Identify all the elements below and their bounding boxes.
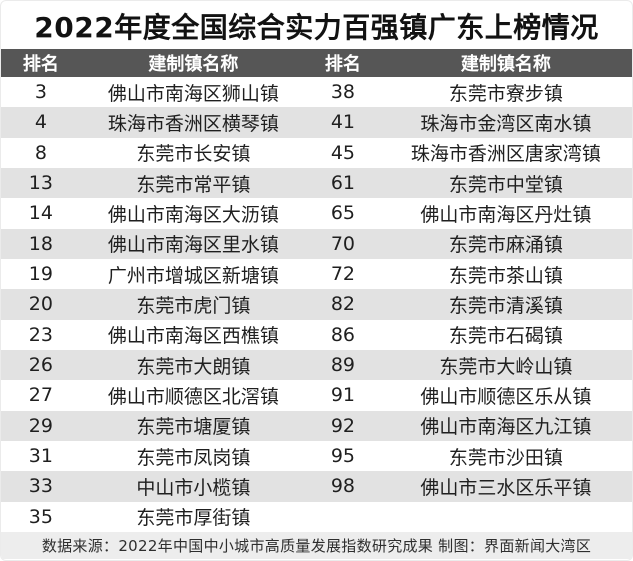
rank-cell-left: 26 bbox=[28, 354, 53, 377]
rank-cell-left: 29 bbox=[28, 414, 53, 437]
town-cell-right: 东莞市石碣镇 bbox=[448, 325, 563, 348]
town-cell-right: 佛山市顺德区乐从镇 bbox=[420, 385, 592, 408]
rank-cell-left: 19 bbox=[28, 263, 53, 286]
rank-cell-left: 33 bbox=[28, 475, 53, 498]
rank-cell-left: 18 bbox=[28, 232, 53, 255]
rank-cell-right: 38 bbox=[330, 81, 355, 104]
rank-cell-right: 82 bbox=[330, 293, 355, 316]
town-cell-left: 东莞市常平镇 bbox=[136, 173, 251, 196]
town-cell-right: 东莞市清溪镇 bbox=[448, 294, 563, 317]
town-cell-right: 东莞市中堂镇 bbox=[448, 173, 563, 196]
rank-cell-right: 70 bbox=[330, 232, 355, 255]
source-note: 数据来源：2022年中国中小城市高质量发展指数研究成果 制图：界面新闻大湾区 bbox=[1, 532, 632, 559]
rank-cell-right: 89 bbox=[330, 354, 355, 377]
table-row: 4 珠海市香洲区横琴镇 41 珠海市金湾区南水镇 bbox=[1, 107, 632, 138]
town-cell-left: 东莞市凤岗镇 bbox=[136, 446, 251, 469]
table-body: 3 佛山市南海区狮山镇 38 东莞市寮步镇 4 珠海市香洲区横琴镇 41 珠海市金湾区南水镇 8… bbox=[1, 77, 632, 532]
page-title: 2022年度全国综合实力百强镇广东上榜情况 bbox=[34, 11, 599, 44]
table-row: 13 东莞市常平镇 61 东莞市中堂镇 bbox=[1, 167, 632, 199]
town-cell-right: 佛山市南海区丹灶镇 bbox=[420, 203, 592, 226]
town-cell-left: 广州市增城区新塘镇 bbox=[107, 264, 279, 287]
town-cell-right: 东莞市大岭山镇 bbox=[439, 355, 573, 378]
table-row: 14 佛山市南海区大沥镇 65 佛山市南海区丹灶镇 bbox=[1, 198, 632, 229]
town-cell-right: 东莞市茶山镇 bbox=[448, 264, 563, 287]
town-cell-right: 珠海市香洲区唐家湾镇 bbox=[410, 143, 601, 166]
table-row: 33 中山市小榄镇 98 佛山市三水区乐平镇 bbox=[1, 471, 632, 502]
table-row: 20 东莞市虎门镇 82 东莞市清溪镇 bbox=[1, 289, 632, 320]
town-cell-left: 佛山市南海区狮山镇 bbox=[107, 82, 279, 105]
table-row: 26 东莞市大朗镇 89 东莞市大岭山镇 bbox=[1, 349, 632, 381]
rank-cell-left: 8 bbox=[34, 141, 47, 164]
town-cell-left: 东莞市厚街镇 bbox=[136, 507, 251, 530]
town-cell-left: 佛山市顺德区北滘镇 bbox=[107, 385, 279, 408]
town-cell-left: 东莞市长安镇 bbox=[136, 143, 251, 166]
rank-cell-left: 27 bbox=[28, 384, 53, 407]
col-header-rank-right: 排名 bbox=[324, 54, 361, 75]
rank-cell-left: 13 bbox=[28, 172, 53, 195]
town-cell-left: 东莞市大朗镇 bbox=[136, 355, 251, 378]
table-row: 31 东莞市凤岗镇 95 东莞市沙田镇 bbox=[1, 440, 632, 472]
table-row: 23 佛山市南海区西樵镇 86 东莞市石碣镇 bbox=[1, 319, 632, 350]
rank-cell-left: 3 bbox=[34, 81, 47, 104]
town-cell-right: 佛山市南海区九江镇 bbox=[420, 416, 592, 439]
table-row: 29 东莞市塘厦镇 92 佛山市南海区九江镇 bbox=[1, 410, 632, 441]
town-cell-left: 东莞市虎门镇 bbox=[136, 294, 251, 317]
town-cell-right: 珠海市金湾区南水镇 bbox=[420, 112, 592, 135]
rank-cell-left: 31 bbox=[28, 445, 53, 468]
town-cell-left: 东莞市塘厦镇 bbox=[136, 416, 251, 439]
town-cell-right: 东莞市麻涌镇 bbox=[448, 234, 563, 257]
table-row: 19 广州市增城区新塘镇 72 东莞市茶山镇 bbox=[1, 258, 632, 290]
rank-cell-right: 45 bbox=[330, 141, 355, 164]
table-row: 8 东莞市长安镇 45 珠海市香洲区唐家湾镇 bbox=[1, 137, 632, 168]
rank-cell-left: 4 bbox=[34, 111, 47, 134]
col-header-town-left: 建制镇名称 bbox=[148, 54, 239, 75]
town-cell-left: 珠海市香洲区横琴镇 bbox=[107, 112, 279, 135]
rank-cell-right: 61 bbox=[330, 172, 355, 195]
town-cell-left: 佛山市南海区大沥镇 bbox=[107, 203, 279, 226]
col-header-rank-left: 排名 bbox=[22, 54, 59, 75]
town-cell-right: 佛山市三水区乐平镇 bbox=[420, 476, 592, 499]
town-cell-left: 佛山市南海区里水镇 bbox=[107, 234, 279, 257]
table-row: 27 佛山市顺德区北滘镇 91 佛山市顺德区乐从镇 bbox=[1, 380, 632, 411]
table-header-row: 排名 建制镇名称 排名 建制镇名称 bbox=[1, 49, 632, 77]
town-cell-left: 中山市小榄镇 bbox=[136, 476, 251, 499]
table-row: 18 佛山市南海区里水镇 70 东莞市麻涌镇 bbox=[1, 228, 632, 259]
rank-cell-right: 95 bbox=[330, 445, 355, 468]
rank-cell-left: 23 bbox=[28, 323, 53, 346]
col-header-town-right: 建制镇名称 bbox=[460, 54, 551, 75]
rank-cell-right: 92 bbox=[330, 414, 355, 437]
rank-cell-right: 72 bbox=[330, 263, 355, 286]
rank-cell-left: 14 bbox=[28, 202, 53, 225]
rank-cell-right: 86 bbox=[330, 323, 355, 346]
town-cell-left: 佛山市南海区西樵镇 bbox=[107, 325, 279, 348]
town-cell-right: 东莞市沙田镇 bbox=[448, 446, 563, 469]
table-row: 3 佛山市南海区狮山镇 38 东莞市寮步镇 bbox=[1, 77, 632, 108]
rank-cell-right: 91 bbox=[330, 384, 355, 407]
rank-cell-left: 35 bbox=[28, 505, 53, 528]
rank-cell-right: 41 bbox=[330, 111, 355, 134]
rank-cell-left: 20 bbox=[28, 293, 53, 316]
rank-cell-right: 65 bbox=[330, 202, 355, 225]
table-row: 35 东莞市厚街镇 bbox=[1, 501, 632, 532]
town-cell-right: 东莞市寮步镇 bbox=[448, 82, 563, 105]
rank-cell-right: 98 bbox=[330, 475, 355, 498]
